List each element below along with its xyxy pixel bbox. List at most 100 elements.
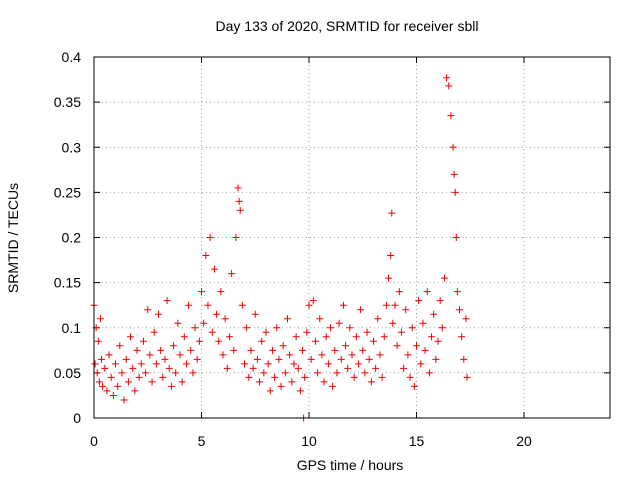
data-point [352, 333, 360, 341]
data-point [245, 373, 253, 381]
x-tick-label: 5 [198, 433, 206, 449]
data-point [112, 360, 119, 368]
data-point [215, 337, 223, 345]
data-point [327, 324, 334, 332]
data-point [452, 234, 460, 241]
data-point [198, 288, 205, 296]
y-axis-label: SRMTID / TECUs [5, 183, 21, 293]
data-point [320, 378, 328, 386]
data-point [195, 337, 203, 345]
data-point [260, 369, 268, 377]
data-point [180, 333, 188, 341]
data-point [376, 351, 384, 359]
data-point [294, 364, 302, 372]
data-point [450, 170, 458, 178]
data-point [380, 333, 388, 341]
data-point [264, 360, 272, 368]
data-point [357, 306, 365, 314]
data-point [200, 319, 208, 327]
data-point [417, 360, 425, 368]
data-point [299, 346, 307, 354]
data-point [172, 369, 180, 377]
data-point [161, 355, 169, 363]
data-points [90, 74, 471, 422]
data-point [458, 333, 466, 341]
data-point [400, 364, 408, 372]
data-point [363, 328, 371, 336]
data-point [251, 310, 259, 318]
data-point [447, 112, 455, 120]
data-point [367, 378, 375, 386]
data-point [155, 310, 162, 318]
data-point [451, 188, 459, 196]
data-point [266, 387, 274, 395]
x-axis-label: GPS time / hours [297, 457, 404, 473]
data-point [144, 306, 152, 314]
data-point [217, 288, 225, 296]
data-point [372, 364, 380, 372]
data-point [286, 351, 294, 359]
data-point [387, 252, 395, 260]
data-point [430, 310, 438, 318]
data-point [359, 346, 367, 354]
data-point [107, 373, 115, 381]
data-point [120, 396, 128, 404]
data-point [408, 324, 416, 332]
y-tick-label: 0.35 [54, 94, 81, 110]
data-point [234, 184, 242, 192]
data-point [174, 319, 182, 327]
data-point [335, 319, 343, 327]
data-point [456, 306, 463, 314]
data-point [105, 351, 113, 359]
data-point [133, 346, 141, 354]
data-point [344, 364, 352, 372]
data-point [382, 301, 390, 309]
data-point [256, 378, 264, 386]
data-point [421, 346, 429, 354]
data-point [311, 337, 319, 345]
data-point [307, 355, 315, 363]
data-point [322, 333, 330, 341]
data-point [94, 337, 102, 345]
data-point [378, 373, 386, 381]
data-point [346, 324, 354, 332]
y-tick-label: 0.05 [54, 365, 81, 381]
data-point [163, 297, 171, 305]
data-point [159, 373, 167, 381]
data-point [103, 387, 111, 395]
data-point [129, 364, 137, 372]
data-point [434, 337, 442, 345]
data-point [249, 364, 257, 372]
data-point [93, 369, 101, 377]
data-point [303, 328, 311, 336]
data-point [178, 378, 186, 386]
data-point [449, 143, 457, 151]
data-point [96, 315, 104, 323]
data-point [393, 342, 401, 350]
data-point [146, 351, 154, 359]
data-point [337, 355, 345, 363]
data-point [219, 351, 227, 359]
data-point [410, 382, 418, 390]
data-point [385, 274, 393, 282]
data-point [225, 333, 233, 341]
data-point [165, 364, 173, 372]
data-point [221, 315, 229, 323]
data-point [187, 346, 195, 354]
data-point [281, 369, 289, 377]
data-point [374, 315, 382, 323]
data-point [116, 342, 124, 350]
data-point [370, 337, 377, 345]
data-point [331, 346, 339, 354]
data-point [91, 360, 99, 368]
data-point [348, 351, 356, 359]
y-tick-label: 0 [73, 410, 81, 426]
data-point [139, 337, 147, 345]
data-point [279, 342, 287, 350]
x-tick-label: 10 [301, 433, 317, 449]
data-point [350, 373, 358, 381]
data-point [462, 315, 470, 323]
data-point [170, 342, 178, 350]
data-point [316, 315, 324, 323]
data-point [101, 364, 109, 372]
